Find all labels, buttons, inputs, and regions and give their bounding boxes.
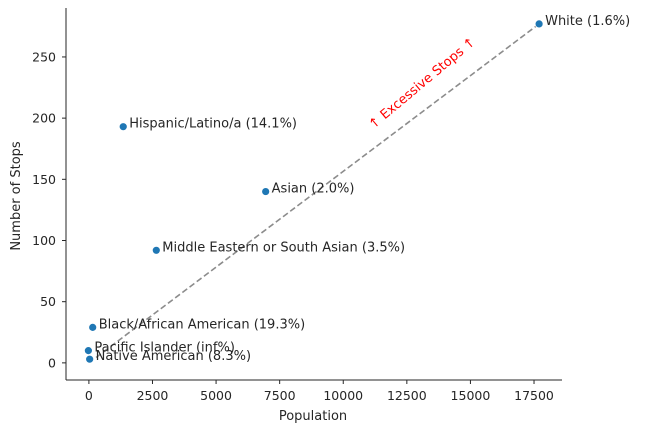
data-point-label: Asian (2.0%) — [272, 182, 355, 197]
x-tick-label: 7500 — [264, 388, 296, 403]
data-point-label: White (1.6%) — [545, 14, 630, 29]
data-point — [83, 346, 93, 356]
data-point-label: Black/African American (19.3%) — [99, 317, 305, 332]
data-point — [151, 245, 161, 255]
y-tick-label: 200 — [32, 111, 56, 126]
x-tick-label: 5000 — [200, 388, 232, 403]
plot-area: ↑ Excessive Stops ↑ White (1.6%) Hispanic/… — [83, 14, 630, 364]
x-tick-label: 2500 — [137, 388, 169, 403]
y-tick-label: 50 — [40, 294, 56, 309]
data-point-label: Native American (8.3%) — [96, 349, 251, 364]
x-tick-label: 12500 — [387, 388, 427, 403]
data-point — [88, 322, 98, 332]
data-point-label: Pacific Islander (inf%) — [94, 341, 235, 356]
y-tick-label: 250 — [32, 49, 56, 64]
data-point — [261, 187, 271, 196]
y-axis-label: Number of Stops — [9, 141, 24, 251]
data-point — [85, 354, 95, 364]
x-axis-label: Population — [279, 409, 347, 424]
y-tick-label: 0 — [48, 355, 56, 370]
reference-line — [88, 23, 540, 364]
y-tick-labels: 0 50 100 150 200 250 — [32, 49, 66, 370]
y-tick-label: 150 — [32, 172, 56, 187]
y-tick-label: 100 — [32, 233, 56, 248]
data-point — [534, 19, 544, 29]
data-point — [118, 122, 128, 132]
annotation-excessive-stops: ↑ Excessive Stops ↑ — [366, 35, 478, 133]
data-point-label: Hispanic/Latino/a (14.1%) — [129, 117, 297, 132]
x-tick-label: 0 — [85, 388, 93, 403]
x-tick-label: 10000 — [323, 388, 363, 403]
data-point-label: Middle Eastern or South Asian (3.5%) — [162, 240, 405, 255]
x-tick-label: 15000 — [451, 388, 491, 403]
x-tick-label: 17500 — [514, 388, 554, 403]
x-tick-labels: 0 2500 5000 7500 10000 12500 15000 17500 — [85, 380, 554, 403]
